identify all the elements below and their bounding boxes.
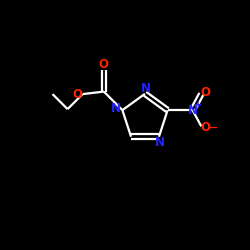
Text: −: − <box>209 123 218 133</box>
Text: N: N <box>188 104 198 117</box>
Text: N: N <box>140 82 150 95</box>
Text: N: N <box>111 102 121 116</box>
Text: O: O <box>201 121 211 134</box>
Text: O: O <box>99 58 109 71</box>
Text: O: O <box>201 86 211 99</box>
Text: O: O <box>72 88 82 101</box>
Text: N: N <box>155 136 165 149</box>
Text: +: + <box>194 100 202 110</box>
